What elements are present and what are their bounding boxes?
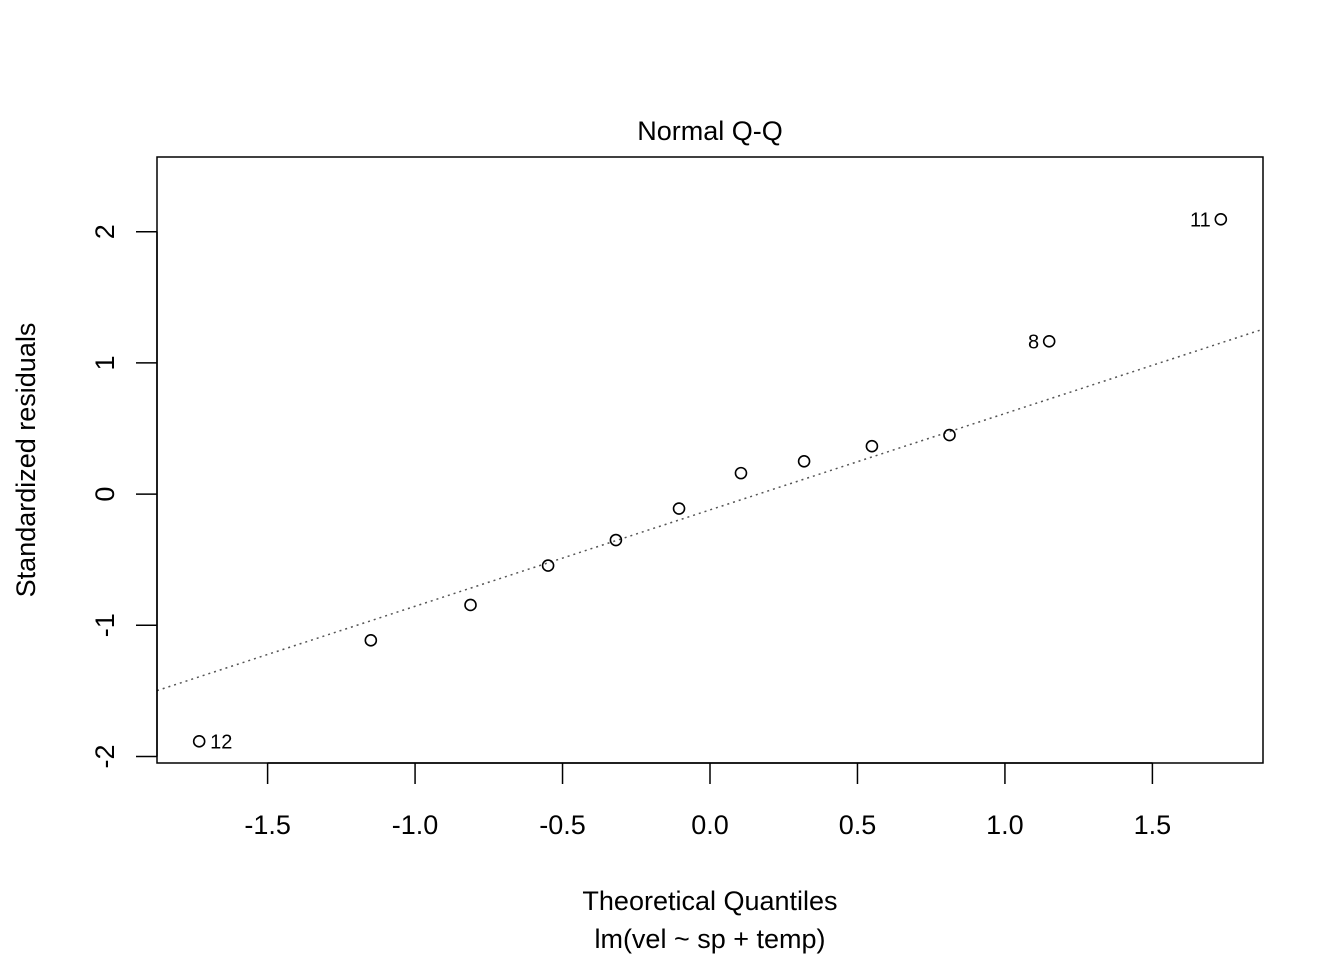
y-tick-label: 2	[90, 224, 120, 239]
point-label: 12	[210, 731, 232, 753]
data-point	[1214, 213, 1228, 226]
y-tick-label: -1	[90, 613, 120, 637]
data-point	[192, 735, 206, 748]
reference-line	[157, 328, 1263, 692]
data-point	[865, 439, 879, 453]
x-tick-label: -1.0	[392, 810, 439, 840]
points-layer: 12 8 11	[192, 209, 1228, 753]
y-tick-label: 1	[90, 355, 120, 370]
x-tick-label: 1.0	[986, 810, 1024, 840]
model-formula-subtitle: lm(vel ~ sp + temp)	[594, 924, 825, 954]
data-point	[609, 533, 623, 547]
y-tick-label: 0	[90, 487, 120, 502]
data-point	[364, 634, 378, 647]
data-point	[797, 455, 811, 468]
y-axis: -2 -1 0 1 2	[90, 224, 158, 768]
point-label: 8	[1028, 331, 1039, 353]
x-tick-label: -0.5	[539, 810, 586, 840]
point-label: 11	[1190, 209, 1211, 231]
x-tick-label: 0.0	[691, 810, 729, 840]
data-point	[541, 559, 555, 572]
plot-area: 12 8 11	[157, 209, 1263, 753]
chart-title: Normal Q-Q	[637, 116, 783, 146]
data-point	[1042, 334, 1056, 348]
x-tick-label: 1.5	[1134, 810, 1172, 840]
x-axis-label: Theoretical Quantiles	[582, 886, 837, 916]
y-axis-label: Standardized residuals	[11, 323, 41, 598]
data-point	[943, 428, 956, 442]
x-tick-label: 0.5	[839, 810, 877, 840]
x-axis: -1.5 -1.0 -0.5 0.0 0.5 1.0 1.5	[244, 762, 1172, 840]
x-tick-label: -1.5	[244, 810, 291, 840]
y-tick-label: -2	[90, 744, 120, 768]
data-point	[464, 598, 477, 612]
data-point	[734, 466, 748, 480]
data-point	[672, 502, 686, 515]
